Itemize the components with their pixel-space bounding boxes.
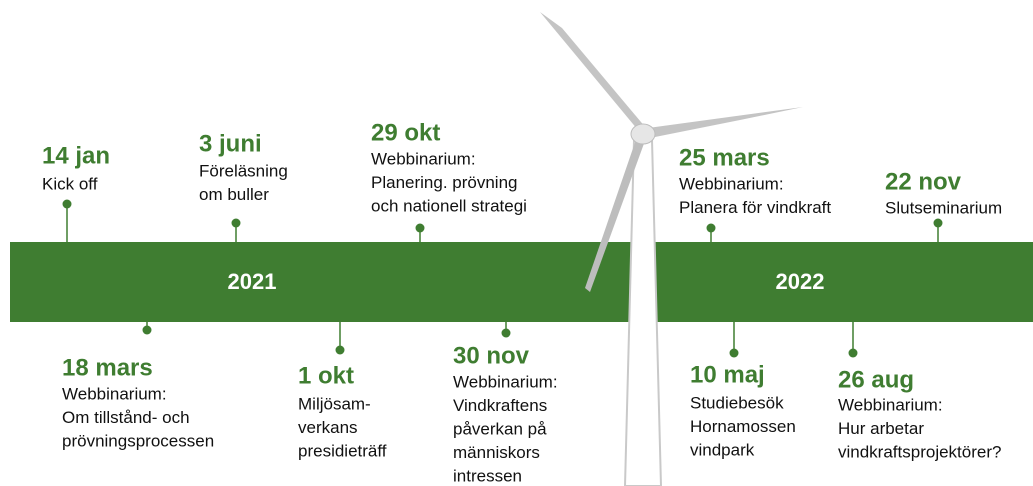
event-date: 30 nov xyxy=(453,342,530,369)
year-label: 2021 xyxy=(228,269,277,294)
event-dot xyxy=(232,219,241,228)
event-description: Webbinarium: xyxy=(371,149,476,168)
event-dot xyxy=(143,326,152,335)
event-description: om buller xyxy=(199,185,269,204)
event-description: Hur arbetar xyxy=(838,419,924,438)
event-description: Webbinarium: xyxy=(453,372,558,391)
event-description: Hornamossen xyxy=(690,417,796,436)
event-description: påverkan på xyxy=(453,419,547,438)
event-dot xyxy=(63,200,72,209)
event-dot xyxy=(336,346,345,355)
event-description: Planering. prövning xyxy=(371,173,517,192)
event-description: verkans xyxy=(298,418,358,437)
event-date: 25 mars xyxy=(679,144,770,171)
event-date: 1 okt xyxy=(298,362,354,389)
event-description: vindkraftsprojektörer? xyxy=(838,442,1001,461)
event-description: Kick off xyxy=(42,174,98,193)
event-description: människors xyxy=(453,443,540,462)
event-description: prövningsprocessen xyxy=(62,431,214,450)
event-description: Studiebesök xyxy=(690,393,784,412)
event-description: Vindkraftens xyxy=(453,396,547,415)
event-description: Om tillstånd- och xyxy=(62,408,190,427)
event-dot xyxy=(416,224,425,233)
event-dot xyxy=(849,349,858,358)
event-description: Webbinarium: xyxy=(62,384,167,403)
event-description: Planera för vindkraft xyxy=(679,198,831,217)
event-description: Webbinarium: xyxy=(838,395,943,414)
turbine-blade xyxy=(540,12,646,130)
timeline-band xyxy=(10,242,1033,322)
event-description: vindpark xyxy=(690,440,755,459)
event-date: 3 juni xyxy=(199,130,262,157)
event-description: och nationell strategi xyxy=(371,196,527,215)
turbine-blade xyxy=(648,107,803,138)
timeline: 2021 2022 14 jan Kick off 3 juni Föreläsnin… xyxy=(0,0,1033,486)
event-description: Webbinarium: xyxy=(679,174,784,193)
event-date: 29 okt xyxy=(371,119,440,146)
event-date: 14 jan xyxy=(42,142,110,169)
event-dot xyxy=(934,219,943,228)
event-description: Slutseminarium xyxy=(885,198,1002,217)
turbine-tower xyxy=(625,140,661,486)
event-description: intressen xyxy=(453,466,522,485)
event-dot xyxy=(730,349,739,358)
year-label: 2022 xyxy=(776,269,825,294)
event-description: Miljösam- xyxy=(298,394,371,413)
event-date: 10 maj xyxy=(690,361,765,388)
event-date: 26 aug xyxy=(838,366,914,393)
event-date: 22 nov xyxy=(885,168,962,195)
event-dot xyxy=(707,224,716,233)
event-dot xyxy=(502,329,511,338)
event-date: 18 mars xyxy=(62,354,153,381)
event-description: Föreläsning xyxy=(199,161,288,180)
event-description: presidieträff xyxy=(298,441,387,460)
turbine-hub xyxy=(631,124,655,144)
